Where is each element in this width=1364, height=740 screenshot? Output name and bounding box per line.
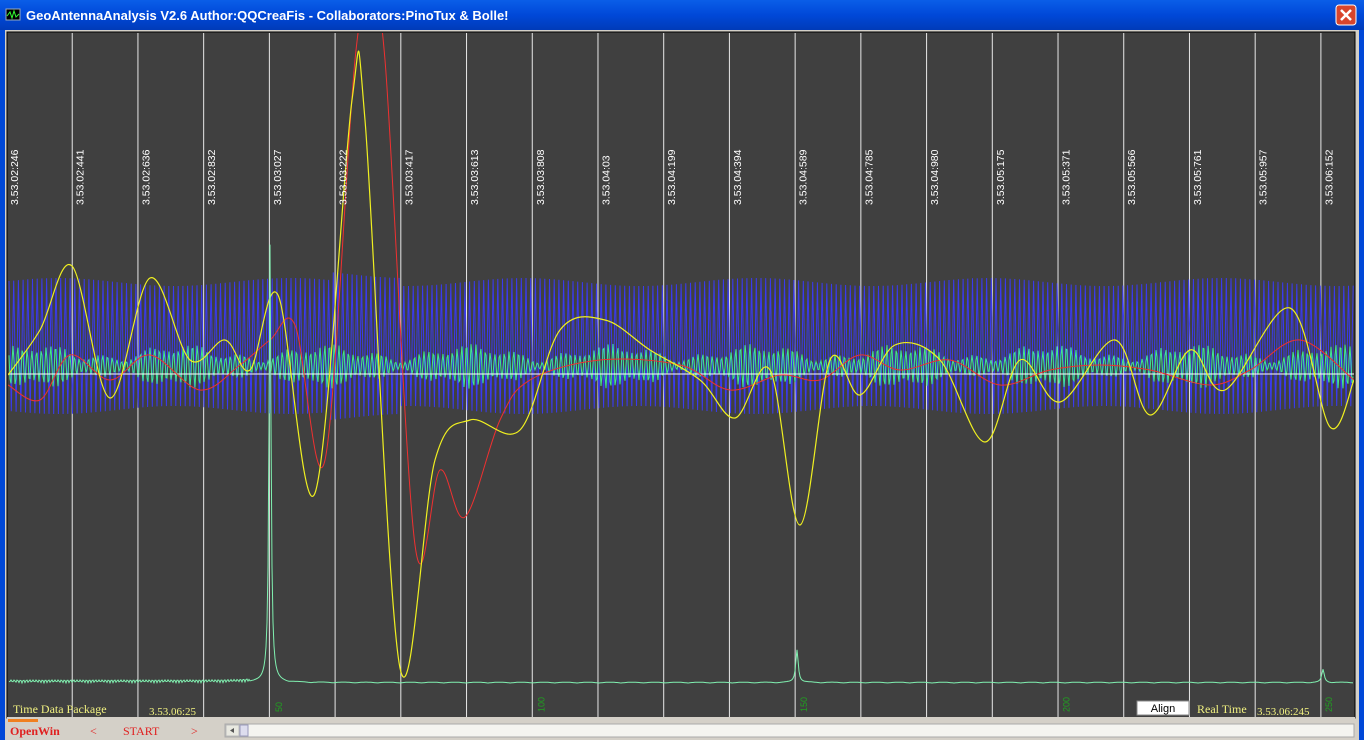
time-label: 3.53.03:613 [469,149,481,205]
time-label: 3.53.05:566 [1126,149,1138,205]
time-label: 3.53.04:03 [600,155,612,205]
time-label: 3.53.03:222 [338,149,350,205]
open-win-button[interactable]: OpenWin [10,724,60,738]
time-label: 3.53.05:175 [995,149,1007,205]
scroll-track[interactable] [224,723,1355,738]
time-label: 3.53.02:636 [140,149,152,205]
time-label: 3.53.05:957 [1258,149,1270,205]
sample-label: 50 [274,702,284,712]
close-button[interactable] [1335,4,1357,26]
real-time: 3.53.06:245 [1257,706,1310,718]
align-button-label[interactable]: Align [1151,703,1175,715]
prev-button[interactable]: < [90,724,97,738]
next-button[interactable]: > [191,724,198,738]
sample-label: 150 [799,697,809,712]
scroll-thumb[interactable] [239,724,249,737]
package-time: 3.53.06:25 [149,706,197,718]
separator [7,717,1355,720]
close-icon[interactable] [1340,9,1352,21]
time-label: 3.53.03:417 [403,149,415,205]
time-label: 3.53.05:761 [1192,149,1204,205]
start-button[interactable]: START [123,724,160,738]
sample-label: 100 [537,697,547,712]
package-label: Time Data Package [13,702,107,716]
red-curve [8,33,1354,565]
app-icon-wave [6,9,20,20]
scrollbar[interactable] [224,723,1355,738]
time-label: 3.53.03:027 [272,149,284,205]
time-label: 3.53.04:785 [863,149,875,205]
time-label: 3.53.06:152 [1323,149,1335,205]
yellow-curve [8,50,1354,678]
time-label: 3.53.02:246 [9,149,21,205]
time-label: 3.53.03:808 [535,149,547,205]
real-time-label: Real Time [1197,702,1247,716]
time-label: 3.53.04:394 [732,149,744,205]
time-label: 3.53.02:832 [206,149,218,205]
sample-label: 200 [1062,697,1072,712]
time-label: 3.53.04:199 [666,149,678,205]
time-label: 3.53.04:980 [929,149,941,205]
align-button-bg[interactable] [1136,700,1190,716]
sample-label: 250 [1324,697,1334,712]
progress [8,719,38,722]
plot-labels: 3.53.02:246 3.53.02:441 3.53.02:636 3.53.02… [9,149,1335,712]
plot-layer [8,33,1354,717]
scroll-left-arrow [230,728,234,733]
time-label: 3.53.02:441 [75,149,87,205]
spectrum-trace [8,244,1354,685]
window-title: GeoAntennaAnalysis V2.6 Author:QQCreaFis… [26,8,509,23]
green-wave [8,343,1354,389]
title-bar [0,0,1364,30]
align-button[interactable]: Align [1136,700,1190,716]
time-label: 3.53.05:371 [1061,149,1073,205]
time-label: 3.53.04:589 [798,149,810,205]
